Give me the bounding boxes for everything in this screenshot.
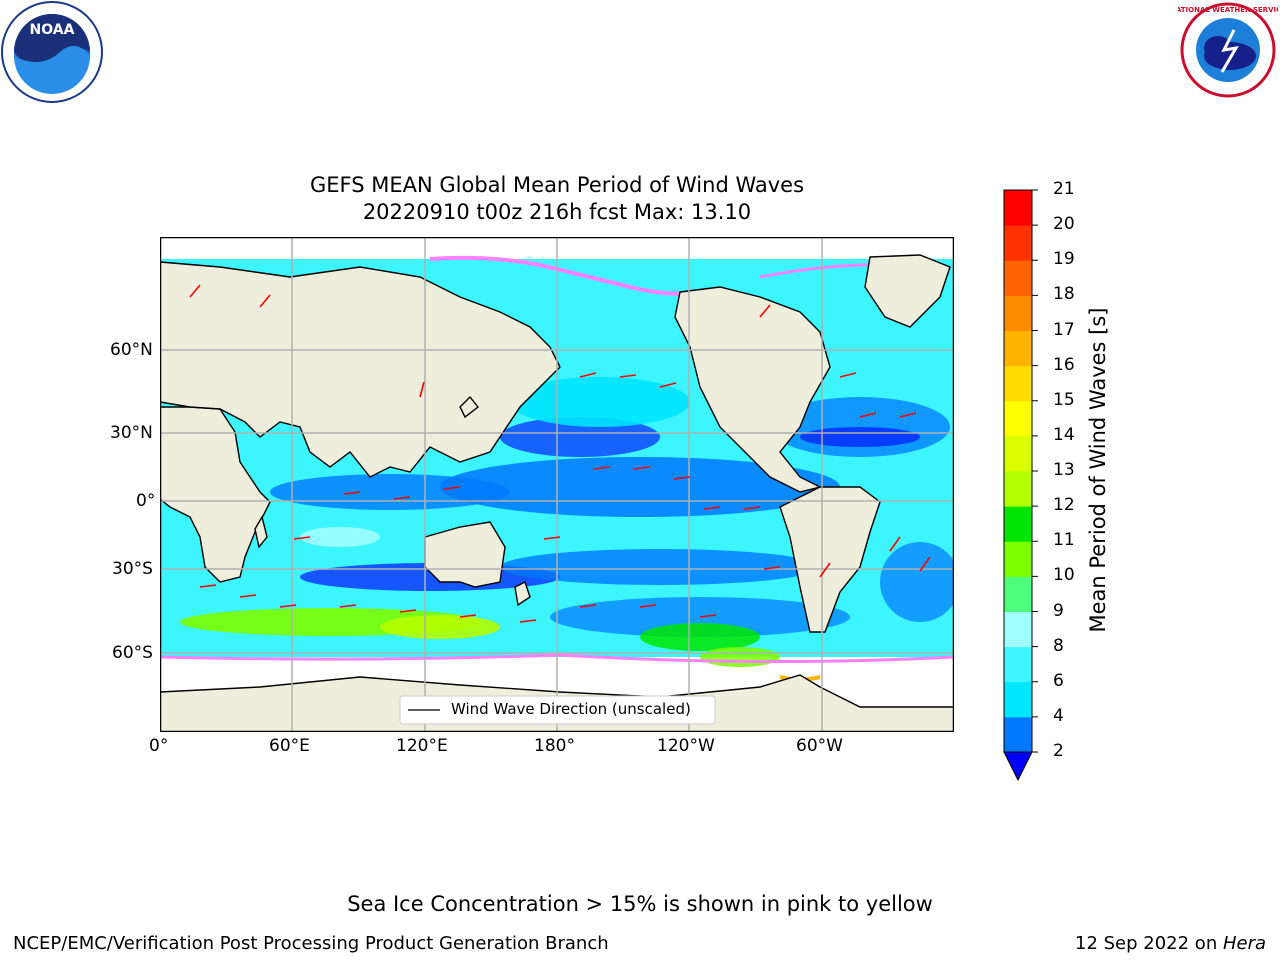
footer-host: Hera [1222, 933, 1266, 954]
lon-label-60e: 60°E [269, 736, 310, 756]
footer-left: NCEP/EMC/Verification Post Processing Pr… [13, 933, 609, 954]
south-america [779, 486, 881, 633]
colorbar-tick-label: 13 [1053, 460, 1075, 480]
colorbar-tick-label: 12 [1053, 495, 1075, 516]
colorbar-tick-label: 16 [1053, 354, 1075, 375]
legend-label: Wind Wave Direction (unscaled) [451, 700, 691, 718]
map-panel [160, 237, 954, 732]
colorbar-band [1004, 611, 1032, 648]
colorbar-tick-label: 6 [1053, 670, 1064, 691]
lon-label-120w: 120°W [657, 736, 715, 756]
new-zealand [514, 581, 531, 607]
sea-ice-note: Sea Ice Concentration > 15% is shown in … [347, 892, 933, 916]
colorbar-tick-label: 4 [1053, 705, 1064, 726]
footer-date: 12 Sep 2022 on [1075, 933, 1223, 954]
eurasia [160, 261, 561, 478]
colorbar-tick-label: 21 [1053, 179, 1075, 199]
nws-logo: NATIONAL WEATHER SERVICE [1178, 2, 1278, 98]
colorbar-band [1004, 435, 1032, 472]
colorbar-band [1004, 225, 1032, 261]
colorbar-band [1004, 260, 1032, 296]
colorbar-tick-label: 10 [1053, 565, 1075, 586]
africa [160, 406, 271, 583]
colorbar-tick-label: 9 [1053, 600, 1064, 621]
colorbar-extend-triangle [1003, 751, 1033, 782]
footer-right: 12 Sep 2022 on Hera [1075, 933, 1266, 954]
colorbar-tick-label: 19 [1053, 249, 1075, 270]
colorbar-tick-label: 17 [1053, 319, 1075, 340]
land-masses [160, 254, 954, 732]
colorbar-tick-label: 20 [1053, 214, 1075, 235]
colorbar-band [1004, 365, 1032, 402]
australia [424, 521, 506, 588]
colorbar-band [1004, 716, 1032, 753]
nws-logo-text: NATIONAL WEATHER SERVICE [1178, 6, 1278, 14]
colorbar-band [1004, 506, 1032, 542]
colorbar-tick-label: 8 [1053, 635, 1064, 656]
arrow-legend [399, 695, 716, 725]
lat-label-0: 0° [136, 491, 156, 511]
japan [459, 395, 479, 419]
colorbar-band [1004, 330, 1032, 367]
map-frame [160, 237, 954, 732]
noaa-logo: NOAA [1, 1, 103, 103]
north-america [674, 286, 831, 493]
colorbar-band [1004, 576, 1032, 612]
colorbar-tick-label: 18 [1053, 284, 1075, 305]
lat-label-60n: 60°N [110, 340, 153, 360]
lat-label-30s: 30°S [112, 559, 153, 579]
lat-label-60s: 60°S [112, 643, 153, 663]
lat-label-30n: 30°N [110, 423, 153, 443]
chart-title: GEFS MEAN Global Mean Period of Wind Wav… [309, 173, 805, 197]
colorbar-band [1004, 681, 1032, 718]
colorbar-band [1004, 646, 1032, 683]
colorbar-band [1004, 190, 1032, 226]
lon-label-120e: 120°E [396, 736, 448, 756]
lon-label-0: 0° [149, 736, 169, 756]
madagascar [254, 515, 268, 549]
colorbar-label: Mean Period of Wind Waves [s] [1086, 307, 1110, 633]
wind-wave-arrows [189, 284, 931, 623]
graticule [160, 237, 954, 732]
colorbar-tick-label: 14 [1053, 424, 1075, 445]
noaa-logo-text: NOAA [30, 22, 75, 38]
colorbar-band [1004, 400, 1032, 437]
chart-subtitle: 20220910 t00z 216h fcst Max: 13.10 [362, 200, 752, 224]
greenland [864, 254, 951, 328]
colorbar-tick-label: 15 [1053, 389, 1075, 410]
colorbar-band [1004, 295, 1032, 331]
colorbar [1003, 189, 1038, 782]
lon-label-180: 180° [534, 736, 575, 756]
colorbar-band [1004, 471, 1032, 507]
colorbar-tick-label: 11 [1053, 530, 1075, 551]
colorbar-tick-label: 2 [1053, 741, 1064, 761]
lon-label-60w: 60°W [796, 736, 843, 756]
colorbar-band [1004, 541, 1032, 577]
